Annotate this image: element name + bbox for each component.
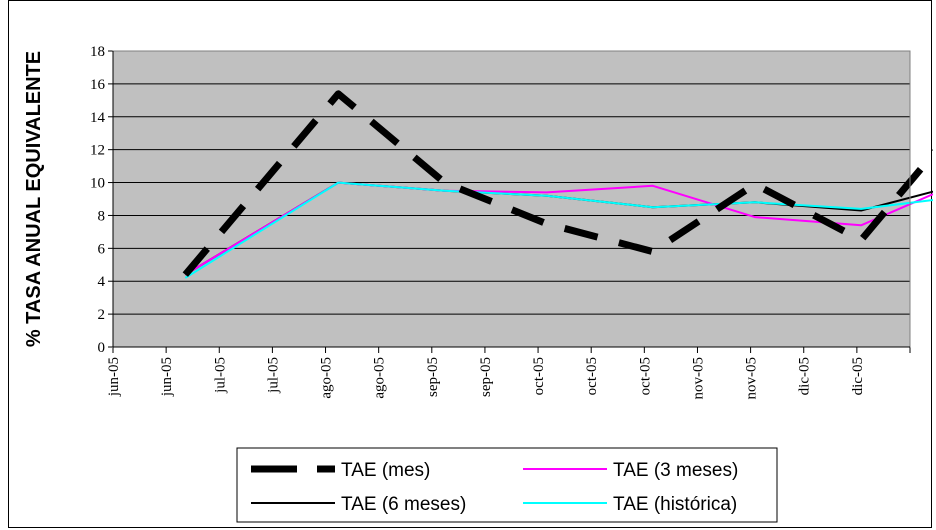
y-tick-label: 8 [98,208,106,224]
y-tick-labels: 0 2 4 6 8 10 12 14 16 18 [90,44,106,356]
y-tick-label: 6 [98,241,106,257]
legend-label: TAE (6 meses) [341,494,466,515]
legend: TAE (mes) TAE (3 meses) TAE (6 meses) TAE (… [236,447,778,523]
x-tick-label: sep-05 [478,357,494,397]
x-tick-label: dic-05 [797,357,813,395]
x-tick-labels: jun-05 jun-05 jul-05 jul-05 ago-05 ago-05 sep-… [106,357,866,400]
x-tick-label: oct-05 [531,357,547,395]
x-tick-label: jul-05 [265,357,281,394]
legend-label: TAE (mes) [341,460,430,481]
legend-label: TAE (3 meses) [613,460,738,481]
x-tick-label: ago-05 [372,357,388,399]
x-tick-label: jun-05 [159,357,175,397]
series-line-tae-mes- [182,90,933,277]
x-tick-label: jul-05 [212,357,228,394]
x-tick-label: oct-05 [637,357,653,395]
y-tick-label: 14 [90,110,106,126]
chart-frame: 0 2 4 6 8 10 12 14 16 18 jun-05 jun-05 jul-05 jul-05… [8,0,933,528]
y-tick-label: 0 [98,340,106,356]
y-axis-label: % TASA ANUAL EQUIVALENTE [23,51,45,347]
y-tick-label: 4 [98,274,106,290]
y-tick-label: 16 [90,77,106,93]
y-tick-label: 18 [90,44,105,60]
series-line-tae-hist-rica- [184,181,933,279]
axes [108,50,911,353]
legend-box [236,447,778,523]
x-tick-label: nov-05 [690,357,706,400]
line-chart: 0 2 4 6 8 10 12 14 16 18 jun-05 jun-05 jul-05 jul-05… [23,44,933,523]
x-tick-label: nov-05 [744,357,760,400]
x-tick-label: jun-05 [106,357,122,397]
x-tick-label: oct-05 [584,357,600,395]
series-layer [182,90,933,279]
x-tick-label: sep-05 [425,357,441,397]
y-tick-label: 10 [90,176,105,192]
x-tick-label: dic-05 [850,357,866,395]
y-tick-label: 2 [98,307,106,323]
legend-label: TAE (histórica) [613,494,737,515]
x-tick-label: ago-05 [319,357,335,399]
y-tick-label: 12 [90,143,105,159]
